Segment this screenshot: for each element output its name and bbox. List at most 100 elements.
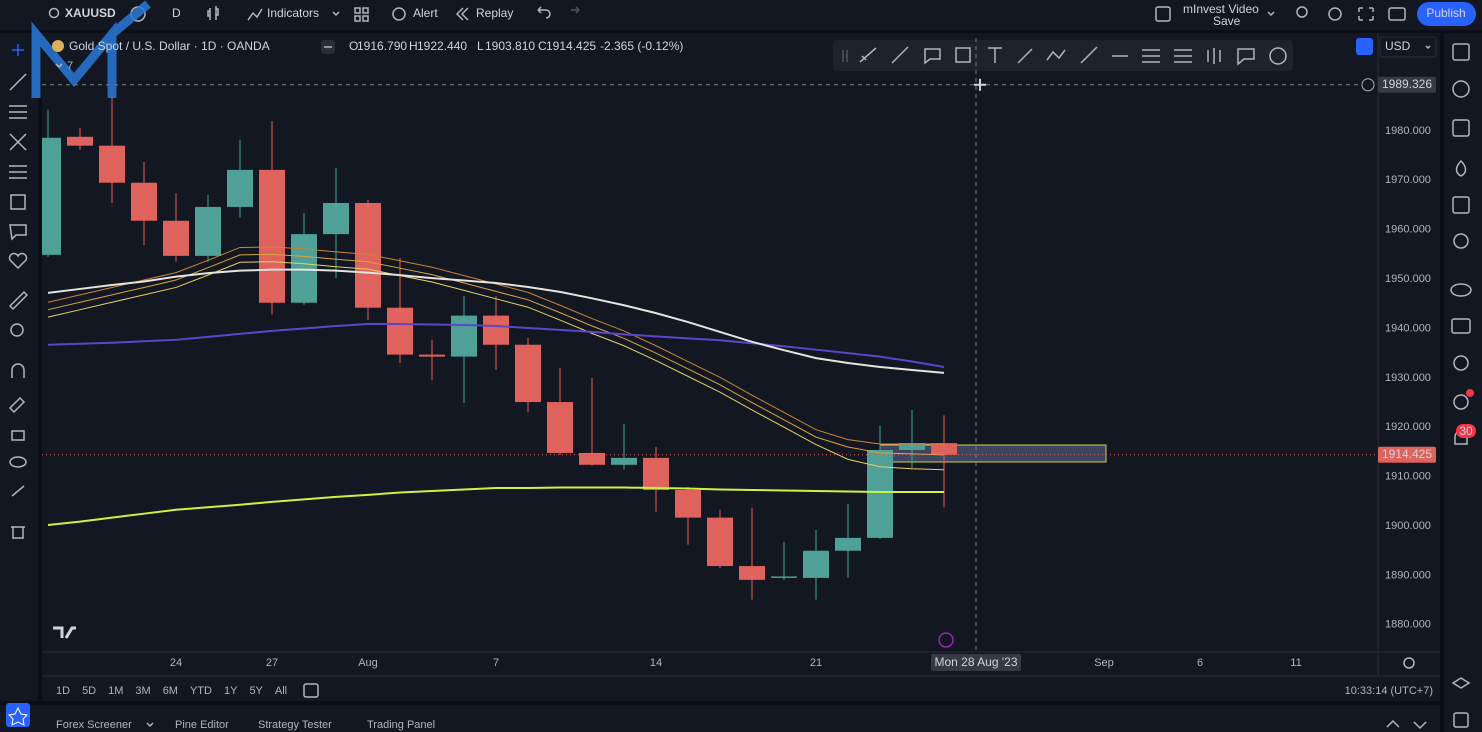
fib-channel-tool[interactable] <box>1174 49 1192 63</box>
quick-search[interactable] <box>1296 6 1308 18</box>
text-tool[interactable] <box>9 224 27 241</box>
bottom-tab[interactable]: Trading Panel <box>367 719 435 731</box>
replay-icon[interactable] <box>455 7 469 21</box>
screener-menu[interactable] <box>146 722 154 728</box>
shape-tool[interactable] <box>10 194 26 210</box>
text-tool[interactable] <box>988 47 1002 63</box>
template-tool[interactable] <box>859 47 877 63</box>
fill-tool[interactable] <box>955 47 971 63</box>
range-button[interactable]: All <box>275 685 287 697</box>
candle-body <box>419 354 445 357</box>
trend-line-tool[interactable] <box>9 73 27 91</box>
line-color-tool[interactable] <box>891 46 909 64</box>
search-icon[interactable] <box>48 7 60 19</box>
ideas-button[interactable] <box>1453 233 1469 249</box>
brush-tool[interactable] <box>1017 48 1033 64</box>
currency-menu[interactable] <box>1425 45 1431 50</box>
object-tree-button[interactable] <box>1451 677 1471 689</box>
symbol[interactable]: XAUUSD <box>65 6 116 20</box>
hotlist-button[interactable] <box>1455 159 1467 177</box>
snapshot-button[interactable] <box>1388 7 1406 21</box>
favorites-button[interactable] <box>6 703 30 727</box>
publish-button[interactable]: Publish <box>1426 6 1465 20</box>
range-button[interactable]: 1M <box>108 685 123 697</box>
alert-icon[interactable] <box>392 7 406 21</box>
crosshair-tool[interactable] <box>12 44 24 56</box>
messages-button[interactable] <box>1451 318 1471 334</box>
lock-tool[interactable] <box>11 430 25 441</box>
zoom-tool[interactable] <box>10 323 24 337</box>
ray-tool[interactable] <box>1080 46 1098 64</box>
indicators-button[interactable]: Indicators <box>267 6 319 20</box>
range-button[interactable]: 5Y <box>249 685 263 697</box>
remove-tool[interactable] <box>11 526 25 539</box>
indicators-menu[interactable] <box>332 11 340 17</box>
fullscreen-button[interactable] <box>1358 7 1374 21</box>
watchlist-button[interactable] <box>1452 43 1470 61</box>
redo-button[interactable] <box>571 6 580 14</box>
chats-button[interactable] <box>1450 283 1472 297</box>
range-button[interactable]: 5D <box>82 685 96 697</box>
interval[interactable]: D <box>172 6 181 20</box>
range-button[interactable]: 1Y <box>224 685 238 697</box>
bottom-tab[interactable]: Strategy Tester <box>258 719 332 731</box>
y-tick-label: 1950.000 <box>1385 273 1431 285</box>
indicators-toggle[interactable] <box>55 63 63 69</box>
layout-menu[interactable] <box>1267 11 1275 17</box>
candle-body <box>803 550 829 578</box>
time-scale-settings[interactable] <box>1403 657 1415 669</box>
link-tool[interactable] <box>11 485 25 497</box>
panel-toggles[interactable] <box>1386 719 1427 730</box>
bars-tool[interactable] <box>1207 48 1221 64</box>
favorites-tool[interactable] <box>8 252 28 270</box>
text-color-tool[interactable] <box>924 48 941 65</box>
currency-box[interactable] <box>1379 36 1437 58</box>
news-button[interactable] <box>1452 119 1470 137</box>
stay-drawing-tool[interactable] <box>8 396 26 414</box>
chart-type-button[interactable] <box>207 6 219 20</box>
y-tick-label: 1930.000 <box>1385 372 1431 384</box>
measure-tool[interactable] <box>8 290 29 311</box>
y-tick-label: 1910.000 <box>1385 471 1431 483</box>
publish-button-bg[interactable] <box>1417 2 1476 26</box>
bottom-tab[interactable]: Pine Editor <box>175 719 229 731</box>
sync-button[interactable] <box>1356 38 1373 55</box>
streams-button[interactable] <box>1453 394 1469 410</box>
range-button[interactable]: YTD <box>190 685 212 697</box>
help-button[interactable] <box>1453 355 1469 371</box>
replay-button[interactable]: Replay <box>476 6 513 20</box>
path-tool[interactable] <box>1046 49 1066 61</box>
indicator-count[interactable]: 7 <box>67 60 73 72</box>
goto-date-button[interactable] <box>303 683 319 698</box>
magnet-tool[interactable] <box>11 363 25 378</box>
more-tool[interactable] <box>1269 47 1287 65</box>
save-status[interactable]: Save <box>1213 14 1241 28</box>
callout-tool[interactable] <box>1237 48 1255 66</box>
panel-button[interactable] <box>1453 712 1469 728</box>
calendar-button[interactable] <box>1452 196 1470 214</box>
undo-button[interactable] <box>537 6 551 19</box>
currency[interactable]: USD <box>1385 39 1411 53</box>
range-button[interactable]: 6M <box>163 685 178 697</box>
drag-handle[interactable] <box>842 50 848 62</box>
hide-tool[interactable] <box>9 456 27 468</box>
bottom-tab[interactable]: Forex Screener <box>56 719 132 731</box>
layout-name[interactable]: mInvest Video <box>1183 2 1259 16</box>
channel-tool[interactable] <box>1142 49 1160 63</box>
alerts-button[interactable] <box>1452 80 1470 98</box>
candle-body <box>291 234 317 303</box>
fib-tool[interactable] <box>9 105 27 119</box>
clock[interactable]: 10:33:14 (UTC+7) <box>1345 685 1433 697</box>
events-marker[interactable] <box>938 632 954 648</box>
settings-button[interactable] <box>1328 7 1342 21</box>
alert-button[interactable]: Alert <box>413 6 438 20</box>
candle-body <box>931 443 957 455</box>
range-button[interactable]: 3M <box>135 685 150 697</box>
layout-checkbox[interactable] <box>1155 6 1171 22</box>
add-level-button[interactable] <box>1361 78 1375 92</box>
templates-button[interactable] <box>354 7 369 22</box>
pattern-tool[interactable] <box>9 133 27 151</box>
indicators-icon[interactable] <box>247 8 263 21</box>
prediction-tool[interactable] <box>9 165 27 179</box>
range-button[interactable]: 1D <box>56 685 70 697</box>
